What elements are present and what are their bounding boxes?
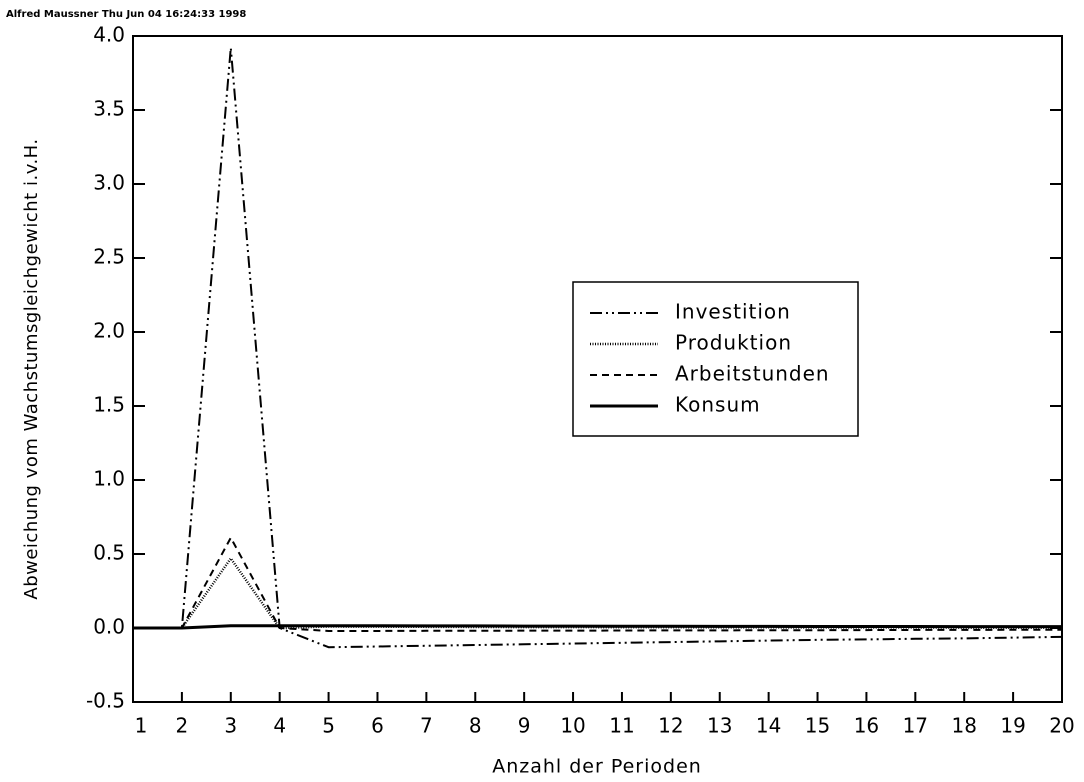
x-tick-label: 9 [518, 714, 531, 738]
series-line [133, 624, 1062, 630]
x-tick-label: 5 [322, 714, 335, 738]
y-tick-label: 3.5 [93, 97, 125, 121]
y-tick-label: 0.5 [93, 541, 125, 565]
x-tick-label: 19 [1000, 714, 1025, 738]
y-tick-label: -0.5 [86, 689, 125, 713]
x-tick-label: 18 [951, 714, 976, 738]
series-line [133, 557, 1062, 630]
y-tick-label: 0.0 [93, 615, 125, 639]
y-tick-label: 1.5 [93, 393, 125, 417]
x-tick-label: 7 [420, 714, 433, 738]
legend-label: Arbeitstunden [675, 362, 830, 386]
x-tick-label: 15 [805, 714, 830, 738]
header: Alfred Maussner Thu Jun 04 16:24:33 1998 [6, 9, 246, 20]
legend-label: Produktion [675, 331, 792, 355]
legend-label: Konsum [675, 393, 761, 417]
x-tick-label: 14 [756, 714, 781, 738]
x-axis-label: Anzahl der Perioden [492, 756, 702, 778]
x-tick-label: 17 [903, 714, 928, 738]
series-line [133, 46, 1063, 649]
x-tick-label: 16 [854, 714, 879, 738]
y-tick-label: 3.0 [93, 171, 125, 195]
y-tick-label: 1.0 [93, 467, 125, 491]
y-tick-label: 2.0 [93, 319, 125, 343]
x-tick-label: 1 [135, 714, 148, 738]
x-tick-label: 2 [176, 714, 189, 738]
y-tick-label: 4.0 [93, 23, 125, 47]
x-tick-label: 3 [224, 714, 237, 738]
x-tick-label: 12 [658, 714, 683, 738]
x-tick-label: 4 [273, 714, 286, 738]
legend-label: Investition [675, 300, 791, 324]
x-tick-label: 10 [560, 714, 585, 738]
x-tick-label: 20 [1049, 714, 1074, 738]
y-axis-label: Abweichung vom Wachstumsgleichgewicht i.… [21, 138, 42, 599]
legend [572, 281, 859, 437]
series-line [133, 536, 1062, 632]
plot-frame [132, 35, 1063, 703]
x-tick-label: 11 [609, 714, 634, 738]
y-tick-label: 2.5 [93, 245, 125, 269]
x-tick-label: 6 [371, 714, 384, 738]
x-tick-label: 13 [707, 714, 732, 738]
x-tick-label: 8 [469, 714, 482, 738]
